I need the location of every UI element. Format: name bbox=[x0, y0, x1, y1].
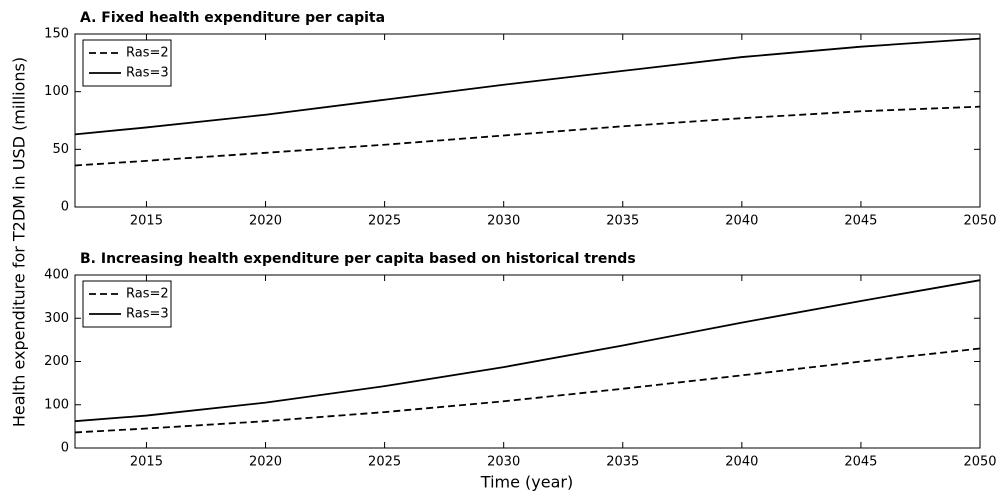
x-tick-label: 2020 bbox=[249, 455, 282, 470]
legend-label: Ras=2 bbox=[126, 46, 169, 61]
y-tick-label: 100 bbox=[44, 397, 69, 412]
legend-label: Ras=3 bbox=[126, 307, 169, 322]
x-tick-label: 2025 bbox=[368, 455, 401, 470]
chart-title: B. Increasing health expenditure per cap… bbox=[80, 251, 636, 267]
x-tick-label: 2030 bbox=[487, 455, 520, 470]
x-tick-label: 2040 bbox=[725, 455, 758, 470]
legend-label: Ras=2 bbox=[126, 287, 169, 302]
legend-label: Ras=3 bbox=[126, 66, 169, 81]
y-tick-label: 300 bbox=[44, 311, 69, 326]
x-tick-label: 2035 bbox=[606, 455, 639, 470]
y-tick-label: 50 bbox=[52, 142, 69, 157]
y-tick-label: 400 bbox=[44, 268, 69, 283]
series-line bbox=[74, 37, 981, 136]
x-tick-label: 2050 bbox=[963, 214, 996, 229]
x-tick-label: 2050 bbox=[963, 455, 996, 470]
series-line bbox=[74, 105, 981, 167]
x-tick-label: 2030 bbox=[487, 214, 520, 229]
x-tick-label: 2045 bbox=[844, 455, 877, 470]
plot-frame bbox=[74, 33, 981, 208]
series-line bbox=[74, 347, 981, 434]
x-tick-label: 2040 bbox=[725, 214, 758, 229]
y-tick-label: 150 bbox=[44, 27, 69, 42]
x-tick-label: 2035 bbox=[606, 214, 639, 229]
series-line bbox=[74, 279, 981, 423]
x-tick-label: 2025 bbox=[368, 214, 401, 229]
x-axis-label: Time (year) bbox=[480, 473, 573, 492]
chart-title: A. Fixed health expenditure per capita bbox=[80, 10, 385, 26]
x-tick-label: 2015 bbox=[130, 455, 163, 470]
x-tick-label: 2015 bbox=[130, 214, 163, 229]
legend-box bbox=[82, 39, 172, 87]
y-tick-label: 100 bbox=[44, 84, 69, 99]
y-axis-label: Health expenditure for T2DM in USD (mill… bbox=[10, 57, 29, 427]
y-tick-label: 0 bbox=[61, 441, 69, 456]
x-tick-label: 2045 bbox=[844, 214, 877, 229]
y-tick-label: 200 bbox=[44, 354, 69, 369]
legend-box bbox=[82, 280, 172, 328]
y-tick-label: 0 bbox=[61, 200, 69, 215]
x-tick-label: 2020 bbox=[249, 214, 282, 229]
plot-frame bbox=[74, 274, 981, 449]
